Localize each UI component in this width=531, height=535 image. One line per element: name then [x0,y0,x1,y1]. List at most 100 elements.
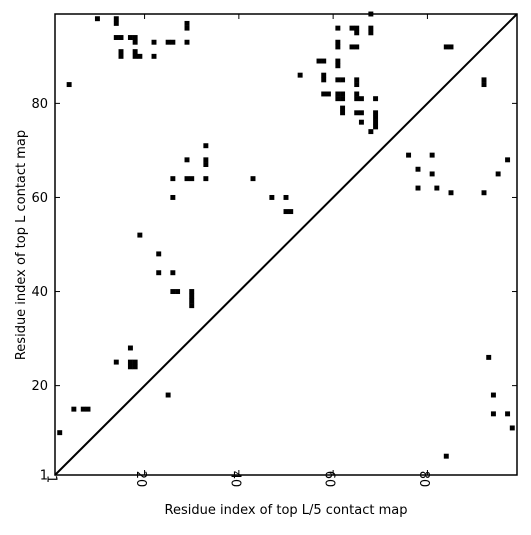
contact-marker [165,39,171,45]
contact-marker [316,58,322,64]
contact-marker [415,185,421,191]
contact-marker [94,16,100,22]
contact-marker [358,119,364,125]
contact-marker [118,35,124,40]
contact-marker [373,115,379,120]
contact-marker [373,124,379,130]
contact-marker [113,359,119,365]
contact-marker [132,53,138,59]
contact-marker [184,39,190,45]
contact-marker [354,44,360,50]
contact-marker [250,176,256,182]
contact-marker [481,82,487,88]
contact-marker [358,110,364,116]
contact-marker [113,20,119,26]
y-axis-label: Residue index of top L contact map [14,130,29,360]
x-tick-label: 40 [227,471,242,488]
contact-marker [406,152,412,158]
contact-marker [448,44,454,50]
contact-marker [151,53,157,59]
contact-marker [335,44,341,50]
contact-marker [283,194,289,200]
contact-marker [354,91,360,97]
contact-marker [184,20,190,26]
contact-marker [349,25,355,31]
contact-marker [127,35,133,40]
contact-marker [57,430,63,436]
contact-marker [490,392,496,398]
contact-marker [321,77,327,83]
y-tick-label: 20 [31,379,48,394]
x-tick-label: 60 [322,471,337,488]
contact-marker [269,194,275,200]
contact-marker [481,190,487,196]
contact-marker [288,209,294,215]
contact-marker [495,171,501,177]
contact-marker [335,25,341,31]
contact-marker [118,49,124,55]
contact-marker [113,35,119,40]
contact-marker [189,298,195,304]
contact-marker [448,190,454,196]
contact-marker [165,392,171,398]
contact-marker [368,30,374,36]
contact-marker [132,359,138,365]
contact-marker [137,53,143,59]
contact-marker [340,77,346,83]
contact-marker [297,72,303,78]
contact-marker [170,39,176,45]
contact-marker [184,157,190,163]
contact-marker [189,303,195,309]
contact-marker [132,35,138,40]
contact-marker [80,406,86,412]
contact-marker [321,91,327,97]
contact-marker [335,39,341,45]
contact-marker [137,232,143,238]
contact-marker [354,77,360,83]
y-tick-label: 80 [31,97,48,112]
contact-marker [368,129,374,135]
contact-marker [354,110,360,116]
contact-marker [373,119,379,125]
contact-marker [349,44,355,50]
y-tick-label: 40 [31,285,48,300]
y-tick-label: 60 [31,191,48,206]
contact-marker [335,58,341,64]
contact-marker [170,176,176,182]
contact-marker [335,63,341,69]
contact-marker [354,25,360,31]
contact-marker [127,364,133,370]
contact-marker [358,96,364,102]
contact-marker [340,110,346,116]
contact-marker [509,425,515,431]
contact-marker [505,157,511,163]
contact-marker [505,411,511,417]
contact-marker [184,25,190,31]
contact-marker [156,270,162,276]
contact-marker [335,77,341,83]
contact-marker [189,289,195,295]
contact-marker [340,91,346,97]
contact-marker [486,354,492,360]
x-tick-label: 1 [44,475,59,483]
contact-marker [354,82,360,88]
plot-area: 1 20 40 60 80 1 20 40 60 80 [31,11,518,488]
contact-marker [203,143,209,149]
diagonal-line [54,13,518,476]
contact-marker [132,49,138,55]
contact-marker [415,166,421,172]
contact-marker [340,105,346,111]
y-tick-label: 1 [40,469,48,484]
contact-marker [354,30,360,36]
contact-marker [85,406,91,412]
contact-marker [321,58,327,64]
contact-marker [189,293,195,299]
contact-marker [373,96,379,102]
contact-marker [189,176,195,182]
contact-marker [203,157,209,163]
contact-marker [340,96,346,102]
contact-marker [118,53,124,59]
x-tick-label: 80 [416,471,431,488]
contact-marker [203,176,209,182]
